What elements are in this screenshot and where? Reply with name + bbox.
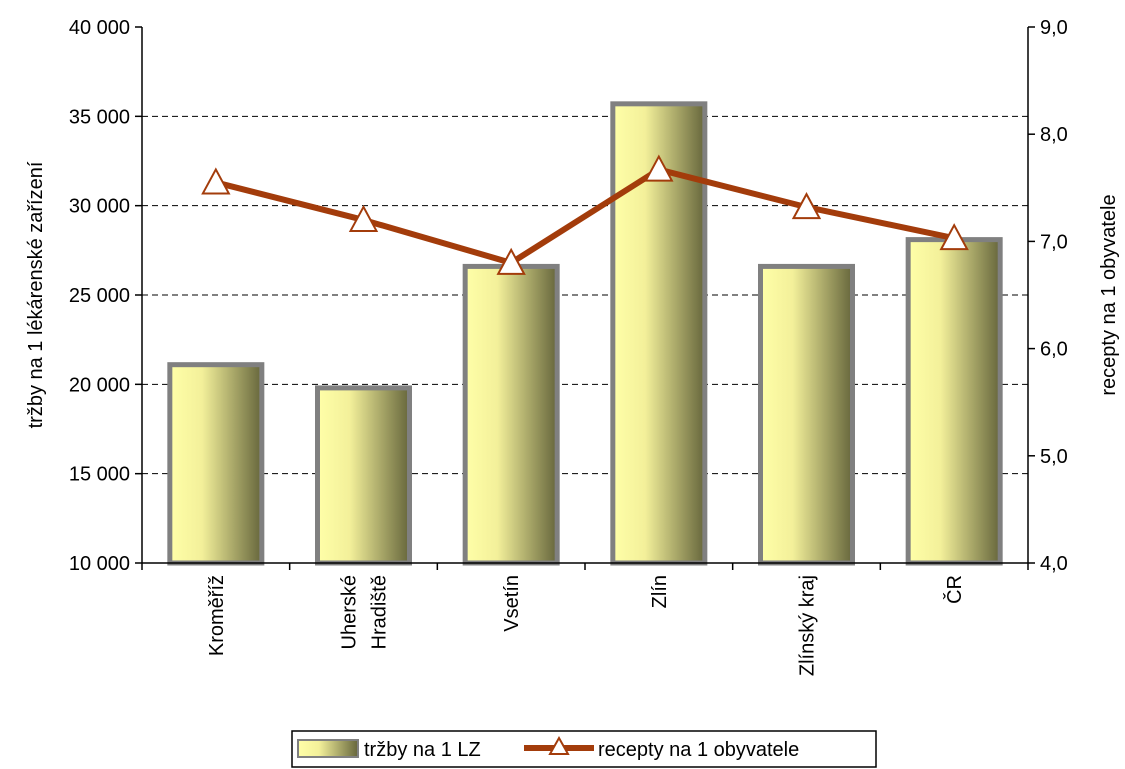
bar [167, 362, 265, 566]
x-tick-label: Uherské [339, 575, 361, 649]
y2-tick-label: 7,0 [1040, 231, 1068, 253]
y-tick-label: 25 000 [69, 285, 130, 307]
line-marker [201, 167, 231, 195]
line-marker [496, 247, 526, 275]
line-series [201, 154, 969, 275]
y2-tick-label: 9,0 [1040, 17, 1068, 39]
line-marker [791, 191, 822, 220]
tick-labels: 10 000 15 000 20 000 25 000 30 000 35 000 40 0… [69, 17, 1068, 676]
y-tick-label: 10 000 [69, 553, 130, 575]
y2-tick-label: 5,0 [1040, 446, 1068, 468]
x-tick-label: Zlín [649, 575, 671, 608]
bar [462, 263, 560, 566]
legend-swatch-marker [548, 735, 570, 755]
line-marker [939, 223, 969, 251]
bars [167, 101, 1003, 566]
y-tick-label: 20 000 [69, 374, 130, 396]
legend-label-line: recepty na 1 obyvatele [598, 739, 799, 761]
axes [135, 26, 1035, 570]
y-axis-title: tržby na 1 lékárenské zařízení [25, 161, 47, 428]
x-tick-label: Kroměříž [206, 575, 228, 656]
bar [758, 263, 855, 566]
x-tick-label: Zlínský kraj [797, 575, 819, 676]
y-tick-label: 40 000 [69, 17, 130, 39]
bar [315, 385, 412, 566]
line-marker [644, 154, 674, 182]
y2-axis-title: recepty na 1 obyvatele [1098, 194, 1120, 395]
legend-label-bar: tržby na 1 LZ [364, 739, 481, 761]
legend-swatch-bar [297, 739, 359, 758]
y-tick-label: 35 000 [69, 106, 130, 128]
x-tick-label: ČR [943, 575, 966, 604]
y2-tick-label: 8,0 [1040, 124, 1068, 146]
y2-tick-label: 4,0 [1040, 553, 1068, 575]
x-tick-label: Vsetín [501, 575, 523, 632]
line-marker [348, 204, 379, 232]
bar [905, 237, 1003, 566]
legend: tržby na 1 LZ recepty na 1 obyvatele [291, 730, 877, 768]
y-tick-label: 30 000 [69, 196, 130, 218]
line-path [215, 166, 955, 266]
gridlines [142, 115, 1028, 475]
y-tick-label: 15 000 [69, 464, 130, 486]
x-tick-label: Hradiště [369, 575, 391, 649]
y2-tick-label: 6,0 [1040, 339, 1068, 361]
